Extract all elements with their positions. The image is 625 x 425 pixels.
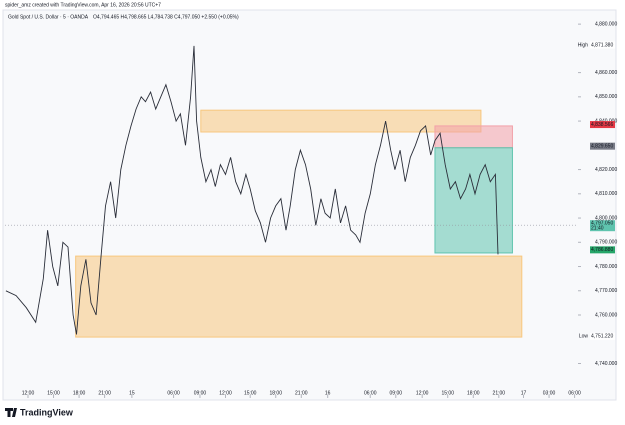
x-tick-label: 09:00 (390, 390, 403, 396)
current-label-bg (590, 220, 615, 232)
x-tick-label: 15:00 (244, 390, 257, 396)
y-tick-label: 4,800.000 (595, 215, 617, 221)
y-tick-label: 4,780.000 (595, 264, 617, 270)
x-tick-label: 12:00 (416, 390, 429, 396)
price-label-name: High (578, 42, 589, 48)
x-tick-label: 12:00 (22, 390, 35, 396)
plot-frame (2, 9, 617, 401)
y-tick-label: 4,770.000 (595, 288, 617, 294)
x-tick-label: 18:00 (73, 390, 86, 396)
x-tick-label: 06:00 (568, 390, 581, 396)
price-line (5, 45, 499, 335)
y-tick-label: 4,810.000 (595, 191, 617, 197)
x-tick-label: 06:00 (364, 390, 377, 396)
current-time-label: 21:40 (591, 226, 604, 232)
y-tick-label: 4,740.000 (595, 361, 617, 367)
y-tick-label: 4,790.000 (595, 240, 617, 246)
zone (75, 255, 523, 338)
x-tick-label: 12:00 (219, 390, 232, 396)
zone (200, 109, 482, 133)
price-label: 4,751.220 (591, 334, 613, 340)
price-label: 4,838.566 (591, 122, 613, 128)
x-tick-label: 18:00 (467, 390, 480, 396)
y-tick-label: 4,860.000 (595, 70, 617, 76)
x-tick-label: 17 (521, 390, 527, 396)
credit: spider_amz created with TradingView.com,… (5, 2, 161, 8)
x-tick-label: 16 (325, 390, 331, 396)
y-tick-label: 4,820.000 (595, 167, 617, 173)
x-tick-label: 21:00 (295, 390, 308, 396)
x-tick-label: 21:00 (98, 390, 111, 396)
x-tick-label: 15 (129, 390, 135, 396)
price-label-name: Low (579, 334, 589, 340)
y-tick-label: 4,760.000 (595, 312, 617, 318)
ohlc: O4,794.465 H4,798.665 L4,784.738 C4,797.… (93, 14, 239, 20)
y-tick-label: 4,850.000 (595, 94, 617, 100)
x-tick-label: 15:00 (47, 390, 60, 396)
y-tick-label: 4,880.000 (595, 21, 617, 27)
brand: TradingView (20, 407, 74, 417)
price-label-bg (590, 332, 615, 340)
x-tick-label: 21:00 (493, 390, 506, 396)
symbol-title: Gold Spot / U.S. Dollar · 5 · OANDA (8, 14, 89, 20)
logo (5, 408, 17, 417)
price-label: 4,871.380 (591, 42, 613, 48)
price-label: 4,829.650 (591, 143, 613, 149)
price-label-bg (590, 246, 615, 254)
price-label-bg (590, 41, 615, 49)
current-price-label: 4,797.050 (591, 221, 613, 227)
x-tick-label: 18:00 (269, 390, 282, 396)
zone (434, 147, 513, 254)
x-tick-label: 15:00 (441, 390, 454, 396)
price-label: 4,786.880 (591, 247, 613, 253)
price-label-bg (590, 142, 615, 150)
x-tick-label: 09:00 (194, 390, 207, 396)
zone (434, 125, 513, 149)
x-tick-label: 03:00 (543, 390, 556, 396)
price-label-bg (590, 121, 615, 129)
x-tick-label: 06:00 (167, 390, 180, 396)
